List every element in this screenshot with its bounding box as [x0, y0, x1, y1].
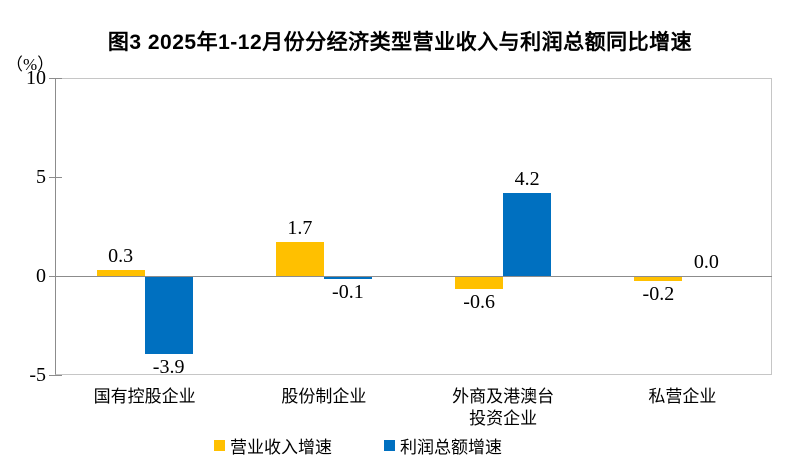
category-label: 国有控股企业	[93, 387, 196, 406]
y-axis-tick	[49, 375, 62, 376]
y-axis-tick-label: 0	[36, 265, 46, 287]
legend-label-profit: 利润总额增速	[400, 438, 502, 457]
category-label: 私营企业	[648, 387, 717, 406]
bar-profit	[323, 277, 372, 279]
bar-value-label: 0.3	[108, 245, 134, 268]
bar-value-label: 4.2	[514, 167, 540, 190]
figure-title: 图3 2025年1-12月份分经济类型营业收入与利润总额同比增速	[107, 31, 693, 54]
y-axis-tick-label: -5	[29, 364, 46, 386]
category-label: 外商及港澳台 投资企业	[452, 387, 555, 428]
y-axis-tick	[49, 78, 62, 79]
legend: 营业收入增速 利润总额增速	[214, 433, 502, 458]
bar-value-label: 0.0	[693, 251, 719, 273]
bar-revenue	[634, 277, 683, 281]
y-axis-tick	[49, 177, 62, 178]
bar-value-label: -0.1	[332, 280, 364, 303]
legend-item-revenue: 营业收入增速	[214, 433, 332, 458]
legend-item-profit: 利润总额增速	[384, 433, 502, 458]
legend-label-revenue: 营业收入增速	[230, 438, 332, 457]
y-axis-tick	[49, 276, 62, 277]
bar-revenue	[455, 277, 504, 289]
y-axis-tick-label: 5	[36, 166, 46, 188]
y-axis-unit-label: （%）	[6, 55, 55, 74]
bar-value-label: -3.9	[152, 356, 185, 379]
bar-revenue	[275, 242, 324, 276]
bar-revenue	[96, 270, 145, 276]
bar-value-label: -0.2	[642, 282, 675, 305]
bar-profit	[503, 192, 552, 276]
bar-profit	[144, 277, 193, 355]
x-axis-zero-line	[56, 276, 772, 277]
bar-value-label: 1.7	[287, 217, 313, 240]
legend-swatch-revenue	[214, 440, 225, 451]
y-axis-tick-label: 10	[26, 67, 46, 89]
bar-value-label: -0.6	[463, 290, 495, 313]
category-label: 股份制企业	[281, 387, 367, 406]
legend-swatch-profit	[384, 440, 395, 451]
